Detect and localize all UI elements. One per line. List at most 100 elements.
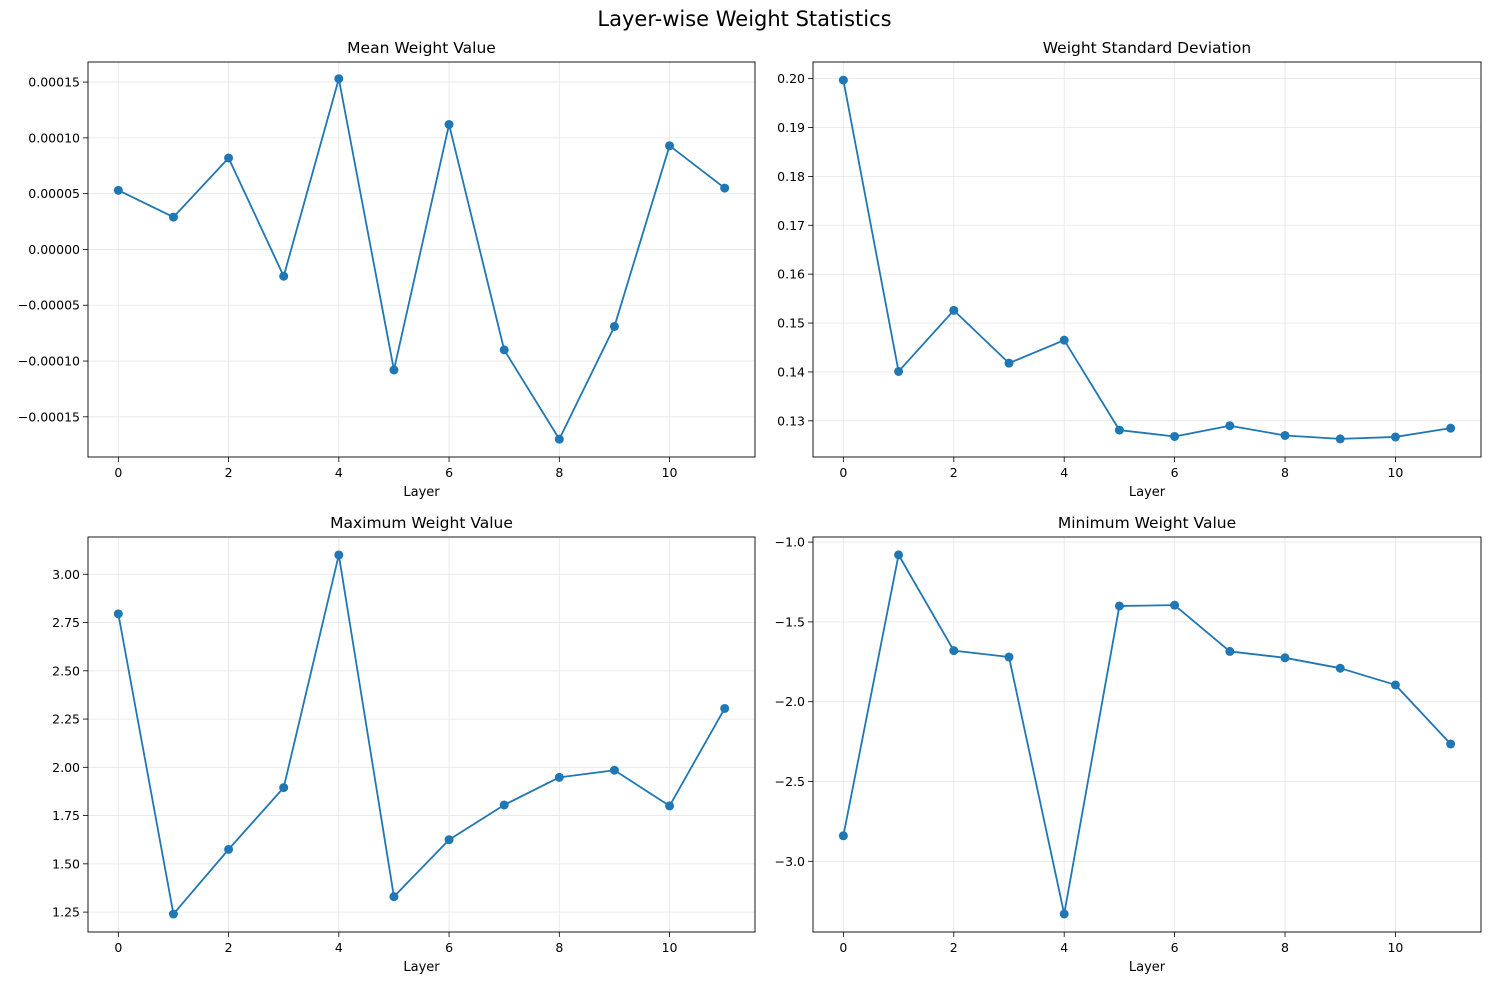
x-tick-label: 4 (335, 940, 343, 955)
data-point (720, 703, 730, 713)
data-point (113, 185, 123, 195)
data-point (1390, 432, 1400, 442)
x-tick-label: 0 (114, 940, 122, 955)
x-tick-label: 6 (445, 465, 453, 480)
y-tick-label: 2.00 (52, 760, 80, 775)
y-tick-label: −1.5 (775, 614, 805, 629)
series-line (842, 79, 1451, 440)
y-tick-label: −0.00015 (18, 409, 80, 424)
x-tick-label: 8 (1281, 940, 1289, 955)
x-tick-label: 6 (1171, 940, 1179, 955)
y-tick-label: 2.25 (52, 712, 80, 727)
data-point (224, 153, 234, 163)
data-point (1170, 431, 1180, 441)
y-tick-label: 0.15 (777, 316, 805, 331)
data-point (554, 434, 564, 444)
subplot-max: 0 2 4 6 8 10 1.25 1.50 1.75 2.00 2.25 2.50 2.75 3.00 M… (52, 514, 756, 975)
y-tick-label: 0.13 (777, 413, 805, 428)
y-tick-label: 0.00005 (28, 186, 80, 201)
data-point (168, 212, 178, 222)
data-point (1004, 358, 1014, 368)
data-point (444, 119, 454, 129)
x-tick-label: 8 (1281, 465, 1289, 480)
series-line (117, 554, 726, 915)
data-point (609, 765, 619, 775)
x-axis-label: Layer (1129, 960, 1166, 975)
data-point (949, 305, 959, 315)
y-tick-label: 0.16 (777, 267, 805, 282)
x-tick-label: 2 (950, 940, 958, 955)
data-point (1059, 335, 1069, 345)
data-point (1390, 680, 1400, 690)
data-point (665, 141, 675, 151)
x-tick-label: 10 (1387, 940, 1403, 955)
data-point (113, 609, 123, 619)
y-tick-label: 0.14 (777, 364, 805, 379)
data-point (168, 909, 178, 919)
x-tick-label: 4 (1060, 940, 1068, 955)
y-tick-label: 1.75 (52, 808, 80, 823)
y-tick-label: 0.19 (777, 120, 805, 135)
y-tick-label: −0.00005 (18, 298, 80, 313)
data-point (224, 844, 234, 854)
y-tick-label: −0.00010 (18, 354, 80, 369)
data-point (334, 550, 344, 560)
data-point (1335, 434, 1345, 444)
x-tick-label: 6 (445, 940, 453, 955)
axes-frame (87, 61, 756, 458)
y-tick-label: −2.0 (775, 694, 805, 709)
subplot-title: Mean Weight Value (347, 39, 496, 57)
data-point (720, 183, 730, 193)
data-point (389, 365, 399, 375)
axes-frame (812, 536, 1482, 933)
subplot-std: 0 2 4 6 8 10 0.13 0.14 0.15 0.16 0.17 0.18 0.19 0.20 W… (777, 39, 1482, 500)
y-tick-label: 0.00010 (28, 130, 80, 145)
data-point (1280, 653, 1290, 663)
x-tick-label: 0 (114, 465, 122, 480)
y-tick-label: 3.00 (52, 567, 80, 582)
data-point (894, 366, 904, 376)
data-point (1170, 600, 1180, 610)
data-point (949, 646, 959, 656)
subplot-min: 0 2 4 6 8 10 −3.0 −2.5 −2.0 −1.5 −1.0 Minimum Weigh… (775, 514, 1482, 975)
x-tick-label: 0 (839, 465, 847, 480)
x-tick-label: 2 (225, 465, 233, 480)
data-point (499, 345, 509, 355)
y-tick-label: 0.17 (777, 218, 805, 233)
data-point (1004, 652, 1014, 662)
y-tick-label: 2.50 (52, 663, 80, 678)
data-point (499, 800, 509, 810)
axes-frame (87, 536, 756, 933)
y-tick-label: 0.00015 (28, 75, 80, 90)
y-tick-label: 0.00000 (28, 242, 80, 257)
subplot-title: Minimum Weight Value (1058, 514, 1236, 532)
series-line (117, 77, 726, 441)
subplot-title: Weight Standard Deviation (1043, 39, 1252, 57)
x-tick-label: 0 (839, 940, 847, 955)
figure-title: Layer-wise Weight Statistics (597, 7, 891, 31)
data-point (279, 271, 289, 281)
data-point (1446, 423, 1456, 433)
x-tick-label: 10 (1387, 465, 1403, 480)
data-point (1225, 421, 1235, 431)
x-tick-label: 4 (1060, 465, 1068, 480)
data-point (1059, 909, 1069, 919)
x-tick-label: 10 (662, 465, 678, 480)
data-point (1225, 646, 1235, 656)
data-point (279, 783, 289, 793)
data-point (1280, 430, 1290, 440)
y-tick-label: 1.25 (52, 905, 80, 920)
axes-frame (812, 61, 1482, 458)
x-tick-label: 2 (225, 940, 233, 955)
x-tick-label: 4 (335, 465, 343, 480)
x-axis-label: Layer (403, 485, 440, 500)
data-point (444, 835, 454, 845)
y-tick-label: −2.5 (775, 774, 805, 789)
y-tick-label: −3.0 (775, 854, 805, 869)
x-tick-label: 2 (950, 465, 958, 480)
data-point (838, 75, 848, 85)
x-tick-label: 10 (662, 940, 678, 955)
data-point (334, 74, 344, 84)
